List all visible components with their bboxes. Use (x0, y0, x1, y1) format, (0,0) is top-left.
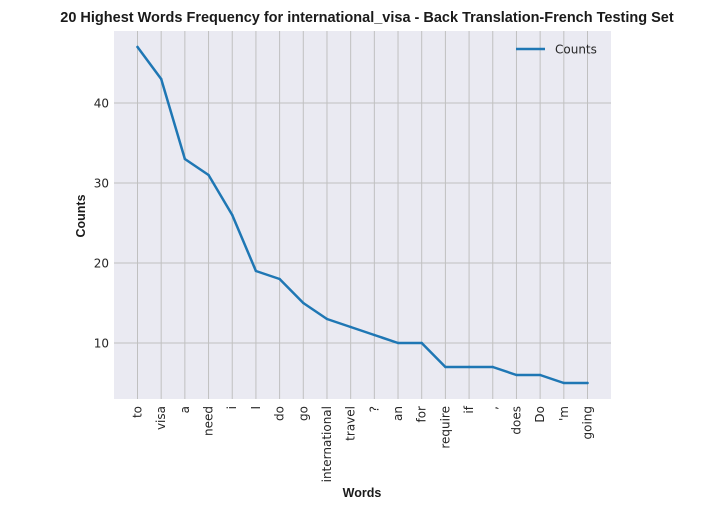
x-tick-label: going (581, 406, 595, 440)
data-point (444, 365, 447, 369)
data-point (396, 341, 400, 345)
series (136, 45, 589, 385)
x-tick-label: visa (154, 406, 168, 430)
data-point (349, 325, 352, 329)
y-tick-label: 10 (94, 337, 109, 351)
x-tick-label: i (225, 406, 239, 409)
x-tick-label: travel (344, 406, 358, 441)
data-point (467, 365, 471, 369)
data-point (515, 373, 518, 377)
x-tick-label: do (273, 406, 287, 421)
y-axis-label: Counts (74, 194, 88, 237)
data-point (302, 301, 305, 305)
x-tick-label: international (320, 406, 334, 482)
data-point (562, 381, 566, 385)
data-point (207, 173, 210, 177)
x-tick-label: an (391, 406, 405, 421)
y-tick-label: 30 (94, 177, 109, 191)
data-point (538, 373, 542, 377)
data-point (491, 365, 494, 369)
data-point (231, 213, 234, 217)
data-point (254, 269, 258, 273)
x-tick-label: if (462, 405, 476, 413)
data-point (278, 277, 281, 281)
y-axis-ticks: 10 20 30 40 (94, 97, 109, 351)
x-tick-label: ? (367, 406, 381, 412)
series-line (136, 45, 589, 385)
x-tick-label: , (486, 406, 500, 410)
x-axis-label: Words (343, 486, 382, 500)
data-point (586, 381, 589, 385)
x-tick-label: for (415, 406, 429, 423)
data-point (159, 77, 163, 81)
y-tick-label: 20 (94, 257, 109, 271)
legend: Counts (516, 43, 597, 57)
x-tick-label: need (202, 406, 216, 436)
chart-title: 20 Highest Words Frequency for internati… (60, 10, 674, 26)
data-point (136, 45, 139, 49)
x-tick-label: does (509, 406, 523, 435)
data-point (373, 333, 376, 337)
data-point (420, 341, 423, 345)
grid (114, 31, 611, 399)
x-tick-label: Do (533, 406, 547, 423)
data-point (325, 317, 329, 321)
x-tick-label: a (178, 406, 192, 413)
x-tick-label: 'm (557, 406, 571, 421)
x-tick-label: go (296, 406, 310, 421)
y-tick-label: 40 (94, 97, 109, 111)
plot-area (114, 31, 611, 399)
x-tick-label: require (438, 406, 452, 449)
data-point (183, 157, 187, 161)
x-tick-label: to (131, 406, 145, 418)
x-tick-label: I (249, 406, 263, 410)
legend-label: Counts (555, 43, 597, 57)
